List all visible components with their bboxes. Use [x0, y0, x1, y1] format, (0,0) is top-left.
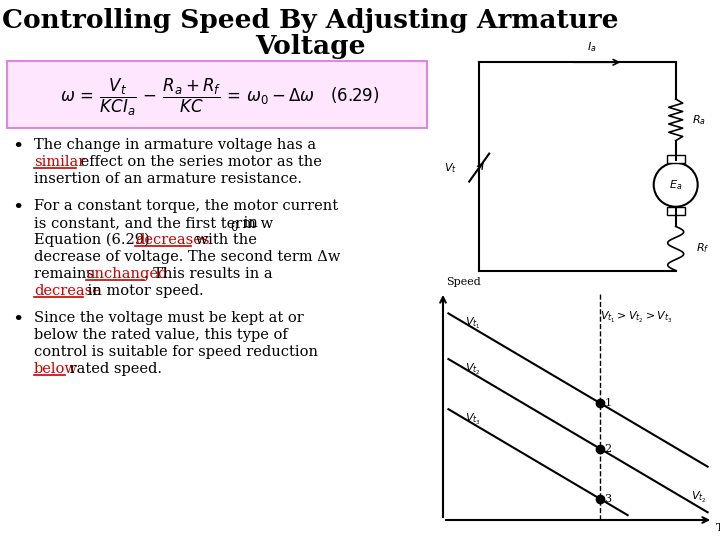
- Text: $V_{t_3}$: $V_{t_3}$: [464, 412, 480, 427]
- Text: $I_a$: $I_a$: [587, 40, 597, 54]
- Text: effect on the series motor as the: effect on the series motor as the: [76, 155, 322, 169]
- Text: control is suitable for speed reduction: control is suitable for speed reduction: [34, 345, 318, 359]
- Text: Voltage: Voltage: [255, 34, 365, 59]
- Text: •: •: [12, 199, 23, 217]
- Text: Since the voltage must be kept at or: Since the voltage must be kept at or: [34, 311, 304, 325]
- Text: •: •: [12, 138, 23, 156]
- Text: unchanged: unchanged: [86, 267, 168, 281]
- Text: $V_{t_1}$: $V_{t_1}$: [464, 316, 480, 332]
- Text: with the: with the: [191, 233, 257, 247]
- Text: decrease of voltage. The second term Δw: decrease of voltage. The second term Δw: [34, 250, 341, 264]
- Text: $V_{t_2}$: $V_{t_2}$: [464, 362, 480, 377]
- Text: . This results in a: . This results in a: [144, 267, 273, 281]
- Text: $R_a$: $R_a$: [692, 113, 706, 127]
- Text: 3: 3: [605, 494, 612, 504]
- Text: below: below: [34, 362, 78, 376]
- Text: 1: 1: [605, 398, 612, 408]
- Text: The change in armature voltage has a: The change in armature voltage has a: [34, 138, 316, 152]
- Text: is constant, and the first term w: is constant, and the first term w: [34, 216, 273, 230]
- Text: in: in: [239, 216, 258, 230]
- Text: remains: remains: [34, 267, 99, 281]
- Text: $\omega\,=\,\dfrac{V_t}{KCI_a}\,-\,\dfrac{R_a + R_f}{KC}\,=\,\omega_0 - \Delta\o: $\omega\,=\,\dfrac{V_t}{KCI_a}\,-\,\dfra…: [60, 76, 379, 118]
- Text: For a constant torque, the motor current: For a constant torque, the motor current: [34, 199, 338, 213]
- FancyBboxPatch shape: [7, 61, 427, 128]
- Text: rated speed.: rated speed.: [65, 362, 162, 376]
- Text: decreases: decreases: [135, 233, 210, 247]
- Text: in motor speed.: in motor speed.: [83, 284, 204, 298]
- Text: 0: 0: [230, 221, 238, 234]
- Text: $R_f$: $R_f$: [696, 241, 709, 255]
- Text: Torque: Torque: [716, 523, 720, 533]
- Text: $V_t$: $V_t$: [444, 161, 457, 174]
- Bar: [667, 207, 685, 215]
- Text: Controlling Speed By Adjusting Armature: Controlling Speed By Adjusting Armature: [1, 8, 618, 33]
- Text: decrease: decrease: [34, 284, 101, 298]
- Text: $V_{t_1} > V_{t_2} > V_{t_3}$: $V_{t_1} > V_{t_2} > V_{t_3}$: [600, 310, 672, 325]
- Text: $V_{t_2}$: $V_{t_2}$: [691, 490, 707, 505]
- Bar: [667, 155, 685, 163]
- Text: 2: 2: [605, 443, 612, 454]
- Text: •: •: [12, 311, 23, 329]
- Text: Equation (6.29): Equation (6.29): [34, 233, 154, 247]
- Text: Speed: Speed: [446, 277, 481, 287]
- Text: below the rated value, this type of: below the rated value, this type of: [34, 328, 288, 342]
- Text: similar: similar: [34, 155, 85, 169]
- Text: insertion of an armature resistance.: insertion of an armature resistance.: [34, 172, 302, 186]
- Text: $E_a$: $E_a$: [669, 178, 683, 192]
